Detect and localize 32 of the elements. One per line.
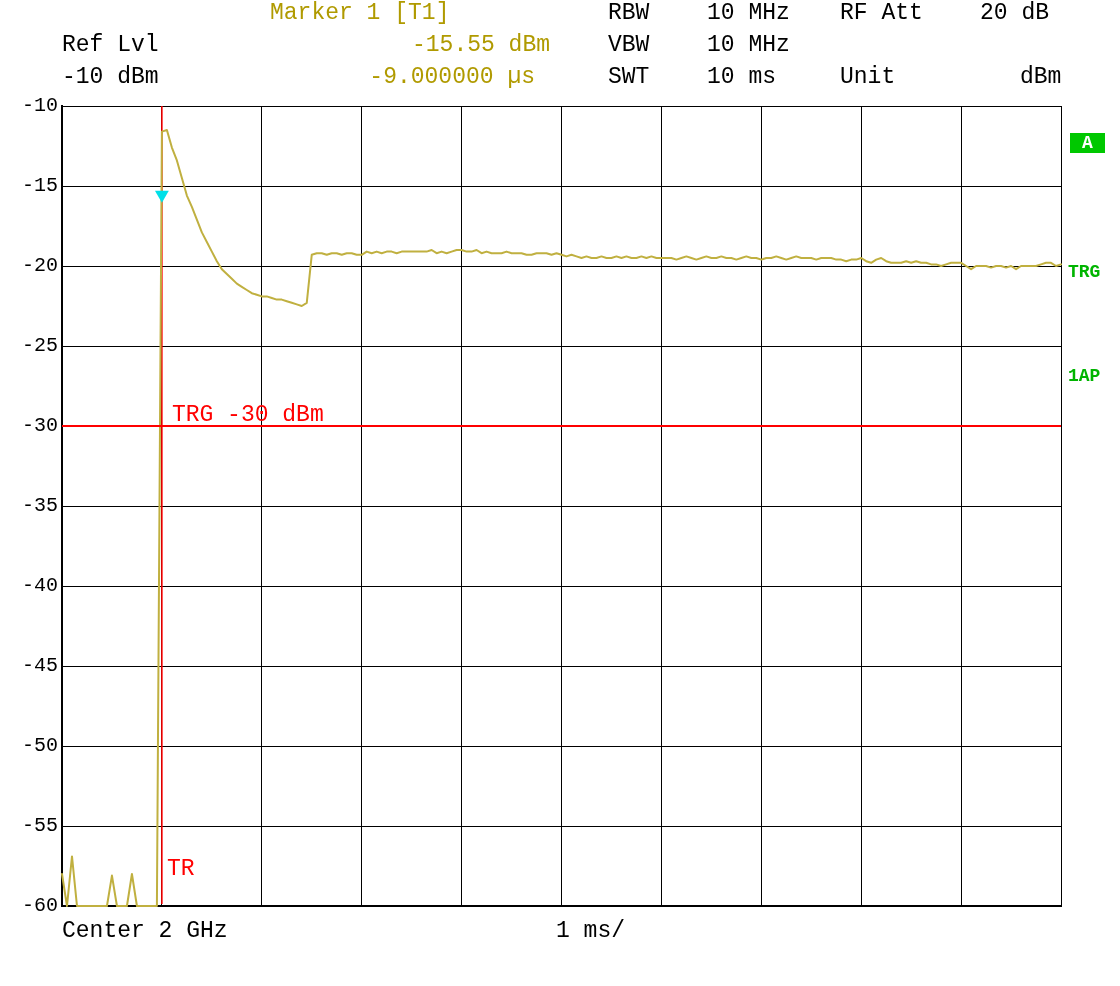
text: 1AP <box>1068 366 1101 386</box>
y-tick-label: -60 <box>21 894 58 918</box>
y-tick-label: -15 <box>21 174 58 198</box>
text: -9.000000 µs <box>369 63 535 90</box>
text: VBW <box>608 31 650 58</box>
y-tick-label: -45 <box>21 654 58 678</box>
text: TRG <box>1068 262 1101 282</box>
y-tick-label: -50 <box>21 734 58 758</box>
text: RBW <box>608 0 650 26</box>
text: SWT <box>608 63 650 90</box>
y-tick-label: -25 <box>21 334 58 358</box>
annotation: TR <box>166 855 195 882</box>
text: Ref Lvl <box>62 31 159 58</box>
y-tick-label: -30 <box>21 414 58 438</box>
text: Unit <box>840 63 896 90</box>
text: Center 2 GHz <box>62 917 228 944</box>
y-tick-label: -20 <box>21 254 58 278</box>
text: -10 dBm <box>62 63 159 90</box>
text: 10 ms <box>707 63 777 90</box>
text: -15.55 dBm <box>411 31 550 58</box>
text: 20 dB <box>980 0 1050 26</box>
y-tick-label: -40 <box>21 574 58 598</box>
text: dBm <box>1020 63 1062 90</box>
text: A <box>1070 133 1105 153</box>
text: RF Att <box>840 0 923 26</box>
text: 1 ms/ <box>556 917 626 944</box>
y-tick-label: -35 <box>21 494 58 518</box>
text: 10 MHz <box>707 31 790 58</box>
text: Marker 1 [T1] <box>270 0 450 26</box>
y-tick-label: -55 <box>21 814 58 838</box>
y-tick-label: -10 <box>21 94 58 118</box>
text: 10 MHz <box>707 0 790 26</box>
